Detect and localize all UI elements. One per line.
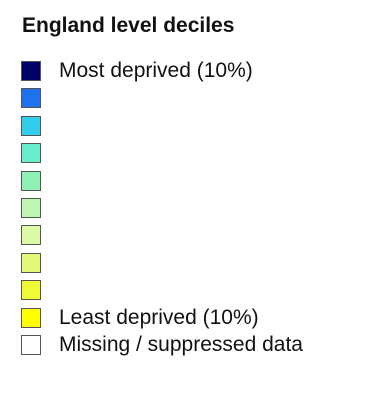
- legend-item-decile-4: [21, 143, 303, 170]
- legend-item-decile-2: [21, 88, 303, 115]
- legend-swatch: [21, 61, 41, 81]
- legend-item-decile-5: [21, 170, 303, 198]
- legend-item-missing: Missing / suppressed data: [21, 332, 303, 362]
- legend-item-decile-10: Least deprived (10%): [21, 305, 303, 335]
- legend-swatch: [21, 334, 41, 355]
- legend-swatch: [21, 170, 41, 191]
- legend-label: Most deprived (10%): [59, 59, 253, 82]
- legend-item-decile-3: [21, 115, 303, 143]
- legend-swatch: [21, 280, 41, 301]
- legend-swatch: [21, 88, 41, 109]
- legend-swatch: [21, 225, 41, 246]
- legend-label: Least deprived (10%): [59, 305, 259, 329]
- legend-swatch: [21, 307, 41, 328]
- legend: Most deprived (10%) Least deprived (10%)…: [21, 59, 303, 362]
- legend-label: Missing / suppressed data: [59, 332, 303, 356]
- legend-item-decile-6: [21, 197, 303, 225]
- legend-swatch: [21, 115, 41, 136]
- legend-swatch: [21, 197, 41, 218]
- legend-item-decile-1: Most deprived (10%): [21, 59, 303, 88]
- legend-item-decile-7: [21, 225, 303, 252]
- legend-swatch: [21, 143, 41, 164]
- legend-item-decile-8: [21, 252, 303, 280]
- legend-item-decile-9: [21, 280, 303, 307]
- legend-title: England level deciles: [22, 14, 235, 37]
- legend-swatch: [21, 252, 41, 273]
